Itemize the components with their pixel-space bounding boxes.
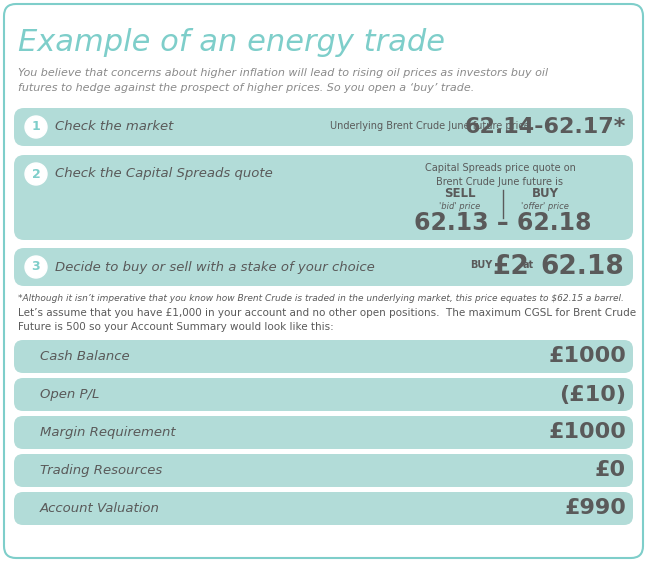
Text: Capital Spreads price quote on
Brent Crude June future is: Capital Spreads price quote on Brent Cru… [424, 163, 575, 187]
Text: Cash Balance: Cash Balance [40, 350, 129, 363]
FancyBboxPatch shape [14, 155, 633, 240]
Text: Trading Resources: Trading Resources [40, 464, 162, 477]
Text: 2: 2 [32, 167, 40, 180]
FancyBboxPatch shape [14, 378, 633, 411]
Text: Underlying Brent Crude June future price: Underlying Brent Crude June future price [330, 121, 530, 131]
FancyBboxPatch shape [14, 416, 633, 449]
Text: £1000: £1000 [548, 423, 626, 442]
Text: (£10): (£10) [559, 384, 626, 405]
Text: at: at [523, 260, 534, 270]
Text: BUY: BUY [531, 187, 558, 200]
FancyBboxPatch shape [14, 340, 633, 373]
Text: £0: £0 [595, 460, 626, 481]
FancyBboxPatch shape [14, 108, 633, 146]
FancyBboxPatch shape [4, 4, 643, 558]
Text: Account Valuation: Account Valuation [40, 502, 160, 515]
Text: Decide to buy or sell with a stake of your choice: Decide to buy or sell with a stake of yo… [55, 261, 375, 274]
Text: Let’s assume that you have £1,000 in your account and no other open positions.  : Let’s assume that you have £1,000 in you… [18, 308, 636, 318]
Text: 'bid' price: 'bid' price [439, 202, 481, 211]
Text: 62.14-62.17*: 62.14-62.17* [465, 117, 626, 137]
Text: 62.18: 62.18 [540, 254, 624, 280]
Text: 3: 3 [32, 261, 40, 274]
FancyBboxPatch shape [14, 454, 633, 487]
Text: £990: £990 [564, 498, 626, 519]
Text: Example of an energy trade: Example of an energy trade [18, 28, 445, 57]
Text: 'offer' price: 'offer' price [521, 202, 569, 211]
Text: *Although it isn’t imperative that you know how Brent Crude is traded in the und: *Although it isn’t imperative that you k… [18, 294, 624, 303]
Text: Check the market: Check the market [55, 120, 173, 134]
Text: Margin Requirement: Margin Requirement [40, 426, 175, 439]
Text: 1: 1 [32, 120, 40, 134]
Text: £1000: £1000 [548, 347, 626, 366]
FancyBboxPatch shape [14, 248, 633, 286]
Circle shape [25, 163, 47, 185]
Text: £2: £2 [492, 254, 529, 280]
Text: 62.13 – 62.18: 62.13 – 62.18 [414, 211, 592, 235]
Text: Future is 500 so your Account Summary would look like this:: Future is 500 so your Account Summary wo… [18, 322, 334, 332]
Circle shape [25, 256, 47, 278]
Text: BUY: BUY [470, 260, 492, 270]
FancyBboxPatch shape [14, 492, 633, 525]
Text: Check the Capital Spreads quote: Check the Capital Spreads quote [55, 167, 273, 180]
Text: Open P/L: Open P/L [40, 388, 100, 401]
Text: SELL: SELL [444, 187, 476, 200]
Circle shape [25, 116, 47, 138]
Text: You believe that concerns about higher inflation will lead to rising oil prices : You believe that concerns about higher i… [18, 68, 548, 93]
